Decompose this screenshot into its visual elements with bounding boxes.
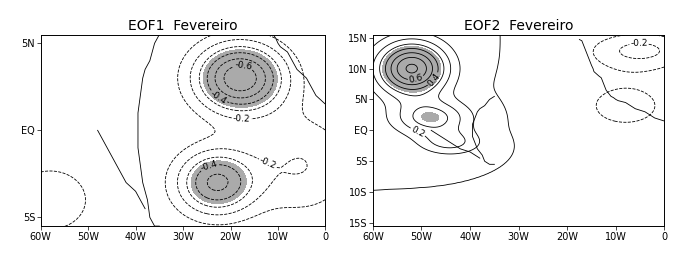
Title: EOF1  Fevereiro: EOF1 Fevereiro <box>128 19 238 34</box>
Text: 0.6: 0.6 <box>408 73 424 85</box>
Text: -0.4: -0.4 <box>209 89 228 106</box>
Text: -0.2: -0.2 <box>630 39 647 48</box>
Text: -0.2: -0.2 <box>258 156 278 171</box>
Title: EOF2  Fevereiro: EOF2 Fevereiro <box>464 19 574 34</box>
Text: -0.2: -0.2 <box>233 114 250 124</box>
Text: 0.4: 0.4 <box>426 71 442 88</box>
Text: -0.6: -0.6 <box>234 60 253 72</box>
Text: -0.4: -0.4 <box>200 159 219 173</box>
Text: 0.2: 0.2 <box>410 124 426 139</box>
